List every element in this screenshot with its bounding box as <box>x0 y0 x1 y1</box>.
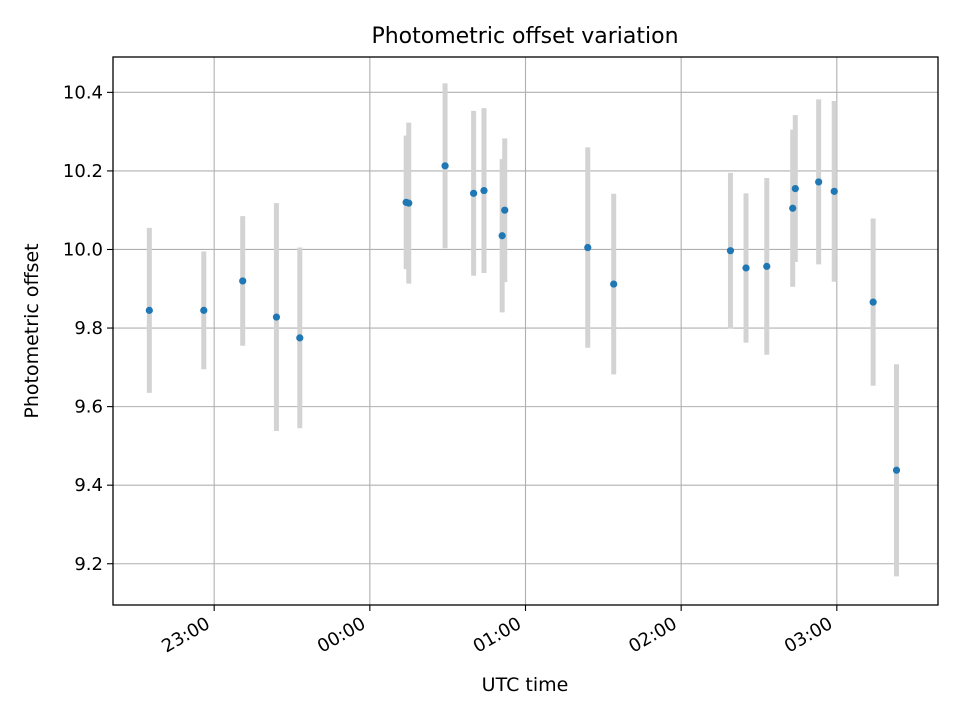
data-point <box>584 243 592 252</box>
data-point <box>501 206 509 214</box>
data-point <box>296 334 304 342</box>
data-point <box>200 306 208 314</box>
y-tick-label: 9.8 <box>74 318 103 339</box>
data-point <box>145 306 153 314</box>
y-tick-label: 10.0 <box>63 239 103 260</box>
data-point <box>815 178 823 186</box>
y-tick-label: 9.2 <box>74 554 103 575</box>
data-point <box>498 232 506 240</box>
chart-title: Photometric offset variation <box>371 24 678 49</box>
y-tick-label: 10.2 <box>63 161 103 182</box>
data-point <box>869 298 877 306</box>
data-point <box>610 280 618 288</box>
data-point <box>272 313 281 321</box>
y-tick-label: 10.4 <box>63 82 103 103</box>
data-point <box>830 187 838 195</box>
x-axis-label: UTC time <box>482 674 569 696</box>
data-point <box>480 186 488 195</box>
data-point <box>763 262 771 270</box>
y-axis: 9.2 9.4 9.6 9.8 10.0 10.2 10.4 <box>63 82 113 575</box>
plot-area <box>112 56 939 606</box>
data-point <box>470 189 478 197</box>
data-points <box>145 162 901 474</box>
data-point <box>789 204 797 212</box>
data-point <box>239 277 247 285</box>
grid <box>113 57 938 605</box>
y-tick-label: 9.4 <box>74 475 103 496</box>
data-point <box>791 184 799 193</box>
data-point <box>726 247 735 255</box>
data-point <box>405 199 413 207</box>
y-tick-label: 9.6 <box>74 397 103 418</box>
data-point <box>441 162 449 170</box>
data-point <box>892 466 901 474</box>
data-point <box>742 264 750 272</box>
y-axis-label: Photometric offset <box>21 243 43 418</box>
